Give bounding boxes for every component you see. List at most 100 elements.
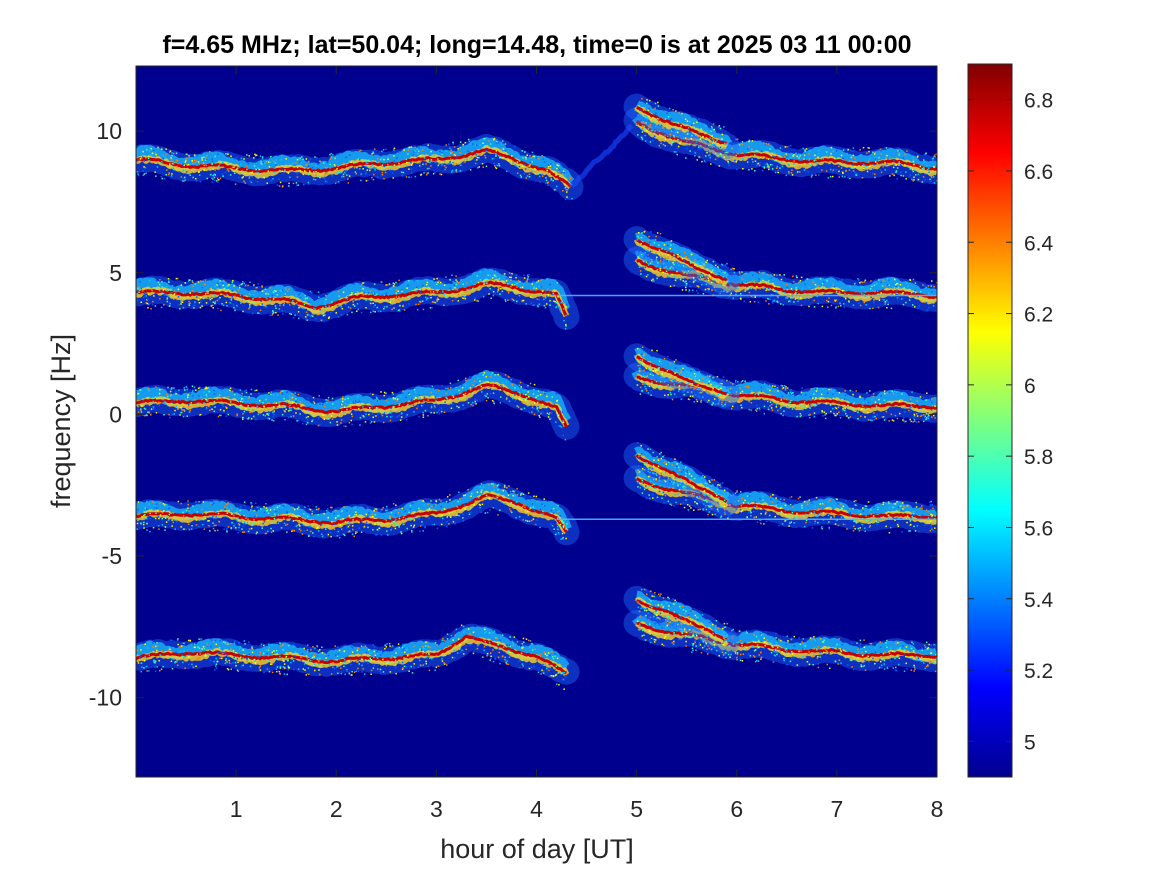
trace-speckle (154, 645, 157, 648)
trace-speckle (495, 142, 498, 144)
trace-speckle (392, 177, 394, 179)
trace-speckle (826, 280, 828, 282)
trace-speckle (225, 301, 228, 304)
trace-speckle (317, 660, 320, 662)
trace-speckle (356, 303, 359, 305)
trace-speckle (302, 668, 305, 670)
trace-speckle (551, 664, 553, 667)
trace-speckle (558, 413, 560, 416)
trace-speckle (763, 167, 766, 169)
trace-speckle (390, 657, 392, 659)
trace-speckle (891, 390, 893, 393)
trace-speckle (284, 169, 286, 171)
trace-speckle (547, 652, 550, 654)
trace-speckle (250, 509, 252, 511)
trace-speckle (464, 392, 467, 395)
trace-speckle (809, 163, 811, 165)
trace-speckle (867, 147, 869, 149)
trace-speckle (464, 640, 466, 643)
trace-speckle (509, 490, 512, 493)
trace-speckle (518, 645, 521, 648)
trace-speckle (636, 123, 639, 125)
trace-speckle (443, 508, 446, 510)
trace-speckle (206, 166, 209, 169)
trace-speckle (331, 306, 333, 308)
trace-speckle (845, 412, 847, 415)
trace-speckle (303, 303, 306, 306)
trace-speckle (274, 514, 277, 516)
trace-speckle (400, 412, 403, 414)
trace-speckle (354, 171, 357, 173)
trace-speckle (402, 171, 405, 174)
trace-speckle (307, 505, 309, 507)
trace-speckle (479, 279, 482, 281)
trace-speckle (564, 174, 567, 176)
trace-speckle (492, 291, 495, 293)
trace-speckle (311, 292, 313, 294)
trace-speckle (207, 292, 209, 294)
trace-speckle (697, 258, 700, 260)
trace-speckle (904, 164, 906, 166)
trace-speckle (385, 509, 387, 512)
trace-speckle (159, 279, 161, 281)
trace-speckle (652, 388, 655, 391)
trace-speckle (395, 514, 397, 516)
trace-speckle (430, 291, 432, 293)
trace-speckle (767, 273, 769, 276)
trace-speckle (525, 290, 528, 293)
trace-speckle (281, 392, 283, 394)
trace-speckle (154, 305, 157, 307)
trace-speckle (285, 651, 287, 654)
trace-speckle (173, 387, 175, 389)
trace-speckle (428, 167, 430, 170)
trace-speckle (183, 642, 185, 645)
trace-speckle (195, 389, 197, 391)
trace-speckle (775, 406, 778, 408)
trace-speckle (559, 523, 562, 526)
trace-speckle (455, 279, 457, 281)
trace-speckle (534, 402, 536, 404)
trace-speckle (760, 279, 762, 282)
trace-speckle (882, 416, 885, 418)
trace-speckle (468, 396, 471, 399)
trace-speckle (283, 409, 285, 412)
trace-speckle (753, 280, 756, 282)
trace-speckle (550, 675, 552, 677)
trace-speckle (885, 158, 887, 160)
trace-speckle (370, 421, 373, 423)
trace-speckle (242, 416, 244, 419)
trace-speckle (235, 527, 237, 529)
trace-speckle (835, 414, 837, 417)
trace-speckle (739, 273, 741, 275)
trace-speckle (141, 290, 144, 292)
trace-speckle (669, 267, 671, 269)
trace-speckle (199, 181, 202, 183)
trace-speckle (654, 102, 657, 105)
trace-speckle (247, 418, 249, 420)
trace-speckle (198, 171, 200, 173)
trace-speckle (239, 286, 241, 289)
trace-speckle (293, 288, 296, 291)
trace-speckle (808, 414, 810, 416)
trace-speckle (527, 639, 530, 642)
trace-speckle (671, 141, 674, 143)
trace-speckle (506, 646, 509, 649)
trace-speckle (709, 143, 712, 146)
trace-speckle (414, 146, 416, 149)
trace-speckle (528, 173, 531, 176)
trace-speckle (365, 180, 368, 182)
trace-speckle (292, 396, 294, 399)
trace-speckle (466, 398, 468, 401)
trace-speckle (933, 182, 936, 184)
trace-speckle (914, 306, 916, 308)
trace-speckle (679, 142, 681, 145)
trace-speckle (650, 250, 652, 253)
trace-speckle (503, 486, 506, 488)
trace-speckle (369, 657, 371, 660)
trace-speckle (229, 174, 232, 176)
trace-speckle (471, 499, 473, 502)
trace-speckle (771, 168, 774, 170)
trace-speckle (637, 118, 639, 120)
trace-speckle (311, 656, 314, 659)
trace-speckle (497, 287, 500, 290)
